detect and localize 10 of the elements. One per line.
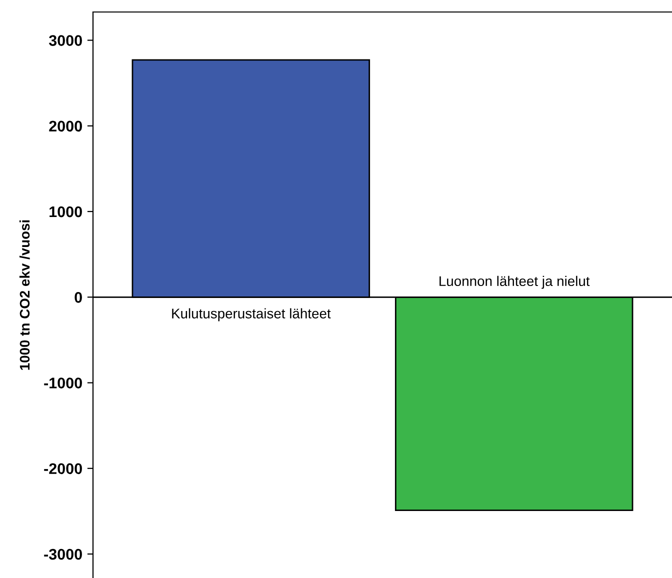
y-tick-label: -2000: [44, 463, 82, 474]
y-tick-label: 2000: [49, 120, 82, 132]
x-tick-label: Kulutusperustaiset lähteet: [172, 308, 331, 322]
y-tick-label: 1000: [50, 206, 82, 218]
y-tick-label: 0: [74, 292, 82, 303]
y-axis-title: 1000 tn CO2 ekv /vuosi: [19, 220, 30, 370]
y-tick-label: 3000: [48, 35, 82, 46]
y-tick-label: -3000: [44, 548, 82, 560]
y-tick-label: -1000: [44, 378, 82, 388]
x-tick-label: Luonnon lähteet ja nielut: [440, 276, 590, 289]
